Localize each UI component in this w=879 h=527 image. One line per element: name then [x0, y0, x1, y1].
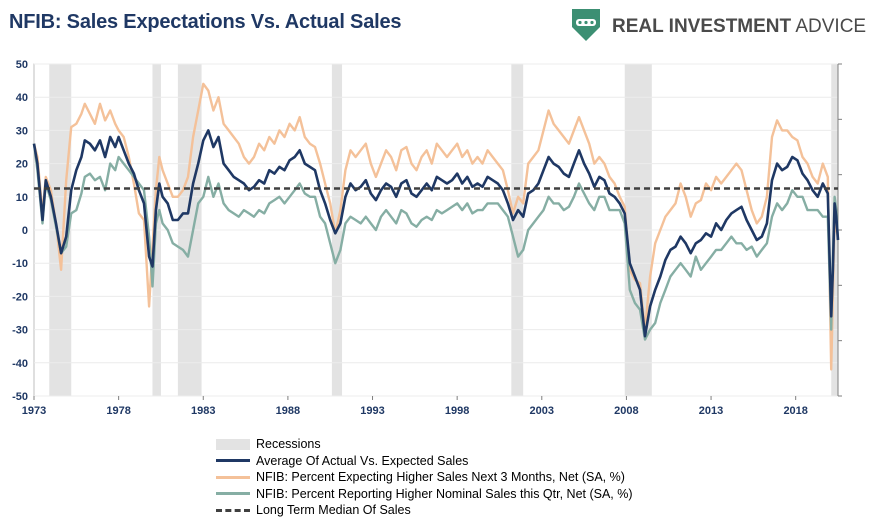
- y-tick-label: 0: [22, 225, 28, 237]
- legend-item-expected: NFIB: Percent Expecting Higher Sales Nex…: [216, 469, 633, 486]
- x-tick-label: 1998: [445, 405, 469, 417]
- legend-swatch-average: [216, 459, 250, 463]
- legend-label-recessions: Recessions: [256, 437, 321, 452]
- chart-legend: Recessions Average Of Actual Vs. Expecte…: [216, 436, 633, 519]
- series-line-1: [32, 129, 840, 338]
- page-title: NFIB: Sales Expectations Vs. Actual Sale…: [9, 11, 402, 33]
- brand-word-2: INVESTMENT: [663, 16, 792, 37]
- x-tick-label: 2013: [699, 405, 723, 417]
- x-tick-label: 2008: [614, 405, 638, 417]
- y-tick-label: -50: [12, 391, 28, 403]
- legend-swatch-median: [216, 508, 250, 512]
- y-tick-label: 10: [16, 192, 28, 204]
- x-tick-label: 1988: [276, 405, 300, 417]
- x-tick-label: 2018: [783, 405, 807, 417]
- brand-word-3: ADVICE: [791, 16, 867, 37]
- legend-item-median: Long Term Median Of Sales: [216, 502, 633, 519]
- chart-area: 50 40 30 20 10 0 -10 -20 -30 -40 -50 1973 1978 1983 19…: [12, 59, 842, 417]
- y-tick-label: 50: [16, 59, 28, 71]
- legend-label-actual: NFIB: Percent Reporting Higher Nominal S…: [256, 486, 633, 501]
- y-tick-label: -40: [12, 358, 28, 370]
- legend-label-expected: NFIB: Percent Expecting Higher Sales Nex…: [256, 470, 625, 485]
- x-tick-label: 1973: [22, 405, 46, 417]
- x-tick-label: 1978: [106, 405, 130, 417]
- legend-swatch-recessions: [216, 438, 250, 450]
- brand-word-1: REAL: [612, 16, 664, 37]
- series-line-3: [32, 143, 840, 341]
- legend-swatch-expected: [216, 475, 250, 479]
- brand-logo: REAL INVESTMENT ADVICE: [568, 8, 868, 48]
- x-tick-label: 1993: [360, 405, 384, 417]
- x-tick-label: 2003: [530, 405, 554, 417]
- y-tick-label: 20: [16, 159, 28, 171]
- y-tick-label: 30: [16, 125, 28, 137]
- brand-name: REAL INVESTMENT ADVICE: [612, 16, 866, 38]
- series-line-2: [32, 82, 840, 371]
- legend-swatch-actual: [216, 492, 250, 496]
- x-tick-label: 1983: [191, 405, 215, 417]
- legend-label-median: Long Term Median Of Sales: [256, 503, 411, 518]
- legend-item-average: Average Of Actual Vs. Expected Sales: [216, 453, 633, 470]
- y-tick-label: -10: [12, 258, 28, 270]
- y-tick-label: -20: [12, 291, 28, 303]
- legend-label-average: Average Of Actual Vs. Expected Sales: [256, 453, 469, 468]
- legend-item-recessions: Recessions: [216, 436, 633, 453]
- y-tick-label: 40: [16, 92, 28, 104]
- legend-item-actual: NFIB: Percent Reporting Higher Nominal S…: [216, 486, 633, 503]
- y-tick-label: -30: [12, 325, 28, 337]
- brand-icon: [572, 9, 600, 41]
